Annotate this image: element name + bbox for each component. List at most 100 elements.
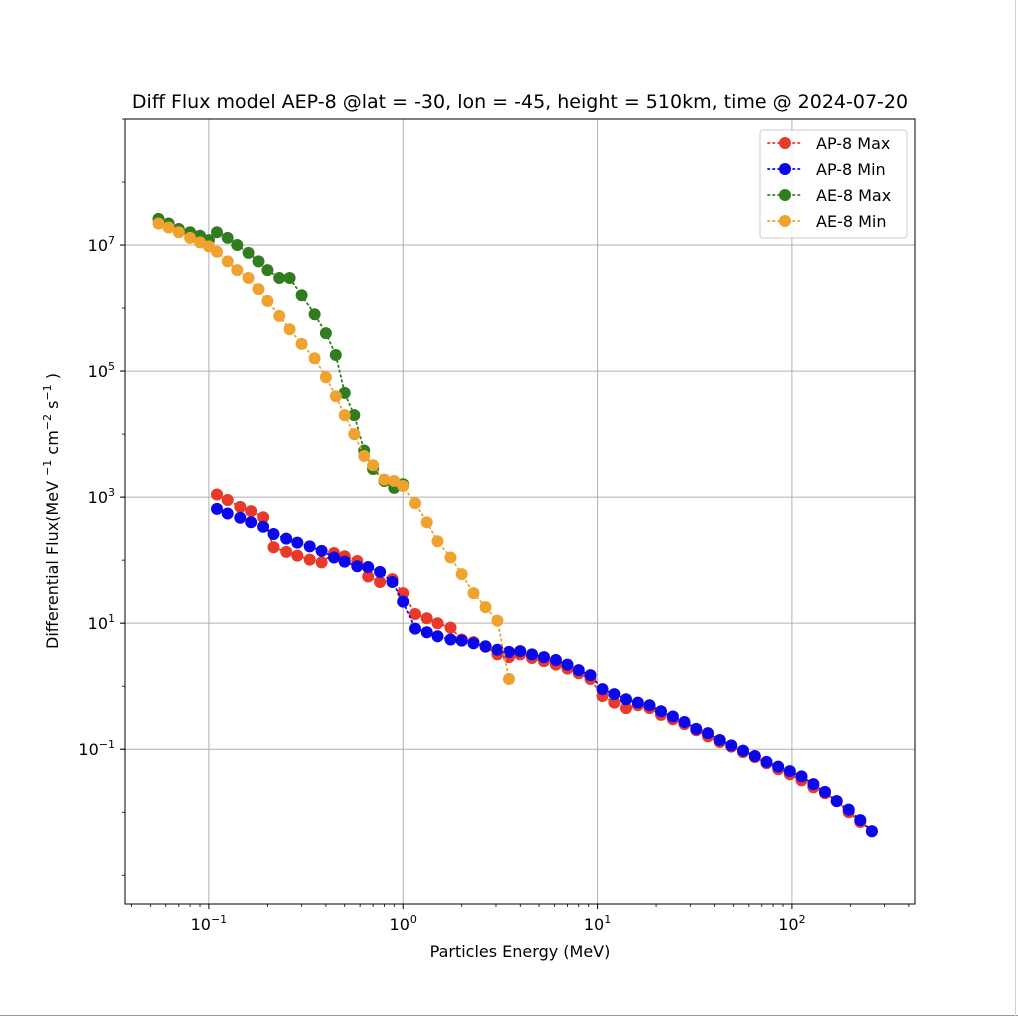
legend-marker	[779, 189, 791, 201]
data-point	[351, 560, 364, 573]
data-point	[409, 497, 421, 510]
data-point	[295, 289, 308, 302]
data-point	[295, 337, 308, 350]
data-point	[388, 475, 401, 487]
data-point	[620, 693, 632, 706]
data-point	[491, 643, 504, 656]
data-point	[467, 587, 480, 600]
data-point	[386, 576, 399, 588]
legend-item: AE-8 Max	[767, 186, 891, 205]
y-tick-label: 103	[88, 486, 115, 507]
data-point	[420, 516, 433, 529]
data-point	[572, 664, 585, 677]
data-point	[807, 778, 820, 791]
data-point	[455, 568, 468, 581]
data-point	[358, 450, 371, 462]
data-point	[280, 545, 293, 558]
data-point	[431, 617, 444, 630]
data-point	[221, 231, 234, 244]
data-point	[267, 528, 280, 540]
legend-label: AP-8 Max	[816, 134, 890, 153]
data-point	[737, 744, 749, 757]
data-point	[503, 645, 515, 658]
data-point	[291, 549, 304, 562]
data-point	[252, 255, 265, 268]
x-tick-label: 102	[778, 913, 805, 934]
data-point	[854, 814, 867, 827]
data-point	[503, 673, 515, 685]
data-point	[455, 634, 468, 647]
plot-area	[152, 212, 878, 838]
grid	[125, 119, 915, 904]
data-point	[252, 283, 265, 296]
data-point	[267, 541, 280, 554]
data-point	[608, 696, 621, 709]
data-point	[538, 651, 550, 664]
data-point	[830, 795, 843, 808]
data-point	[303, 553, 316, 566]
data-point	[367, 459, 380, 472]
legend-item: AP-8 Max	[767, 134, 890, 153]
legend-item: AP-8 Min	[767, 160, 886, 179]
data-point	[643, 699, 656, 712]
data-point	[431, 535, 444, 548]
data-point	[631, 696, 644, 709]
legend-label: AE-8 Max	[816, 186, 891, 205]
chart-title: Diff Flux model AEP-8 @lat = -30, lon = …	[132, 91, 908, 113]
data-point	[303, 540, 316, 553]
legend-marker	[779, 163, 791, 175]
legend-label: AE-8 Min	[816, 212, 886, 231]
data-point	[348, 428, 361, 441]
data-point	[273, 309, 286, 322]
y-tick-label: 105	[88, 360, 115, 381]
data-point	[308, 352, 321, 365]
series-ae-8-min	[152, 217, 515, 685]
data-point	[479, 601, 492, 614]
data-point	[234, 500, 247, 513]
data-point	[319, 371, 332, 384]
data-point	[221, 255, 234, 268]
data-point	[842, 803, 855, 816]
data-point	[795, 770, 808, 783]
data-point	[397, 595, 410, 608]
data-point	[584, 669, 597, 682]
series-line	[157, 222, 510, 680]
data-point	[666, 710, 679, 723]
data-point	[431, 630, 444, 643]
data-point	[748, 750, 761, 762]
data-point	[713, 734, 726, 746]
legend-marker	[779, 215, 791, 227]
data-point	[211, 226, 223, 239]
data-point	[479, 640, 492, 653]
data-point	[374, 565, 387, 578]
data-point	[234, 511, 247, 524]
data-point	[242, 272, 255, 284]
data-point	[362, 570, 375, 583]
legend-item: AE-8 Min	[767, 212, 886, 231]
data-point	[420, 626, 433, 639]
legend-box	[759, 129, 908, 239]
data-point	[549, 654, 562, 666]
data-point	[329, 390, 342, 403]
data-point	[760, 755, 773, 768]
x-axis-label: Particles Energy (MeV)	[430, 942, 611, 961]
data-point	[409, 622, 421, 635]
data-point	[690, 722, 703, 735]
y-axis-label: Differential Flux(MeV −1 cm−2 s−1 )	[41, 373, 62, 649]
legend-label: AP-8 Min	[816, 160, 886, 179]
data-point	[620, 702, 632, 715]
data-point	[261, 294, 274, 307]
data-point	[231, 264, 244, 277]
data-point	[328, 551, 340, 564]
data-point	[374, 576, 387, 588]
data-point	[561, 658, 574, 671]
data-point	[491, 614, 504, 627]
data-point	[211, 245, 223, 258]
y-tick-label: 101	[88, 612, 115, 633]
data-point	[283, 272, 296, 284]
data-point	[231, 239, 244, 251]
data-point	[257, 511, 270, 524]
data-point	[819, 785, 831, 798]
data-point	[678, 716, 691, 728]
data-point	[221, 494, 234, 506]
